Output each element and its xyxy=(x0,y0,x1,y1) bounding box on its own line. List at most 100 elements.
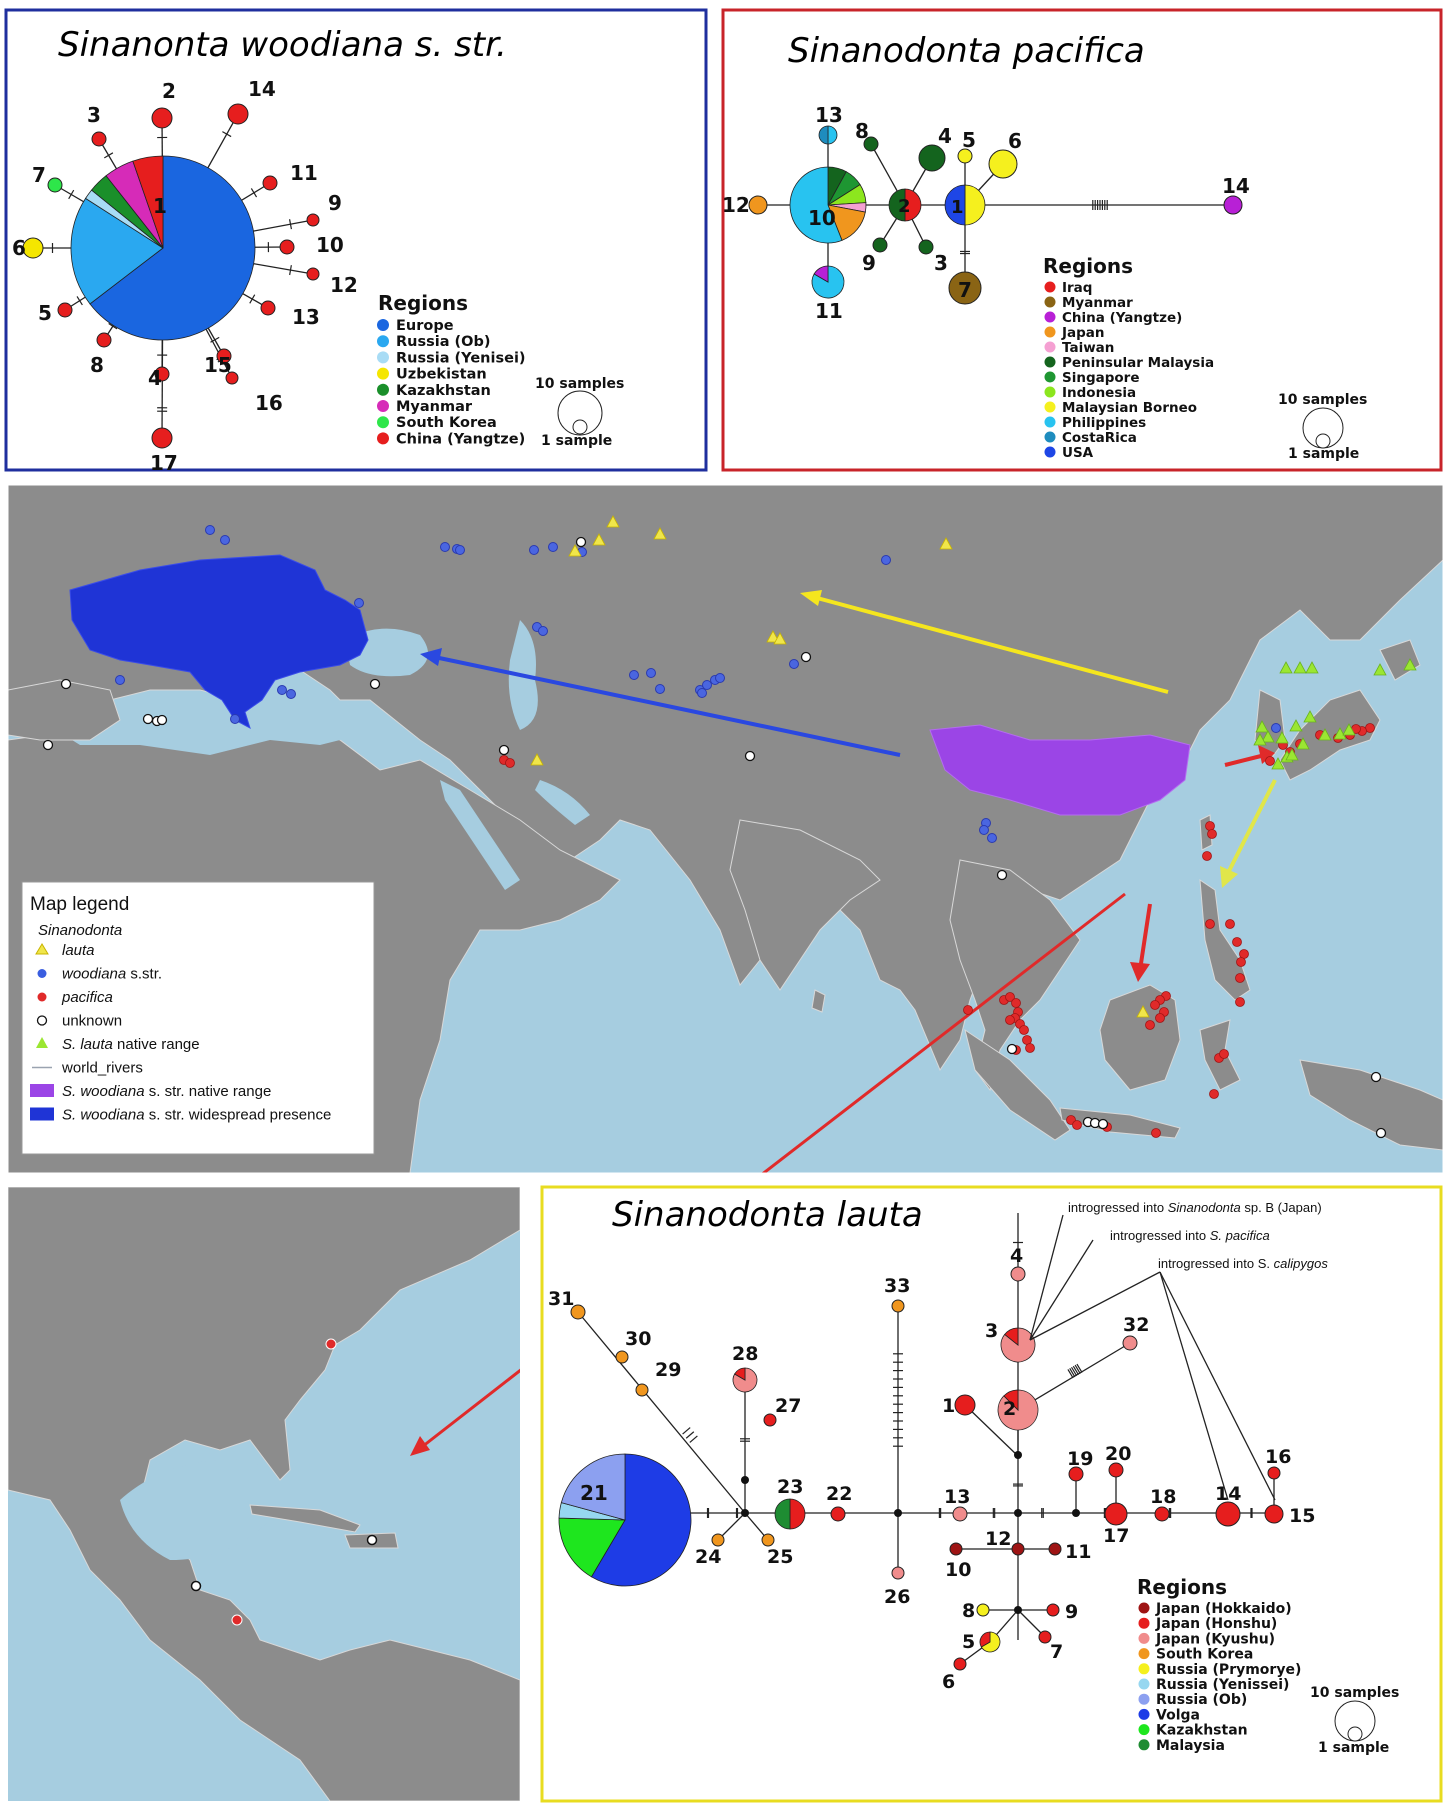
persian-gulf xyxy=(535,780,590,825)
legend-label-italic: S. lauta xyxy=(62,1036,113,1053)
region-label: Japan (Hokkaido) xyxy=(1155,1601,1292,1617)
haplotype-2-pie xyxy=(997,1389,1039,1431)
haplotype-label-7: 7 xyxy=(1050,1641,1063,1663)
region-swatch xyxy=(1138,1617,1150,1629)
woodiana-widespread-range xyxy=(69,554,369,730)
haplotype-label-15: 15 xyxy=(204,353,232,377)
woodiana-point xyxy=(715,673,725,683)
median-vector xyxy=(1072,1509,1080,1517)
sri-lanka-island xyxy=(811,989,826,1013)
region-label: Volga xyxy=(1156,1707,1200,1723)
mutation-tick xyxy=(76,296,83,306)
woodiana-point xyxy=(286,689,296,699)
note-italic: S. pacifica xyxy=(1210,1228,1270,1243)
woodiana-point xyxy=(702,680,712,690)
haplotype-13-pie-slice xyxy=(827,125,838,145)
haplotype-label-1: 1 xyxy=(942,1395,955,1417)
haplotype-16-pie-slice xyxy=(1267,1466,1281,1480)
haplotype-label-24: 24 xyxy=(695,1546,721,1568)
woodiana-point xyxy=(529,545,539,555)
pacifica-title: Sinanodonta pacifica xyxy=(788,31,1145,71)
haplotype-18-pie xyxy=(1154,1506,1170,1522)
haplotype-9-pie xyxy=(872,237,888,253)
legend-marker xyxy=(35,943,49,955)
pacifica-point xyxy=(1145,1020,1155,1030)
scale-large-circle xyxy=(557,390,603,436)
mutation-tick xyxy=(1067,1369,1074,1379)
haplotype-label-13: 13 xyxy=(292,305,320,329)
legend-label: unknown xyxy=(62,1013,122,1030)
network-edge xyxy=(964,1404,1019,1457)
haplotype-label-10: 10 xyxy=(945,1559,971,1581)
region-label: Singapore xyxy=(1062,370,1140,386)
region-label: Russia (Yenisei) xyxy=(396,350,526,366)
woodiana-point xyxy=(220,535,230,545)
scale-large-label: 10 samples xyxy=(1310,1685,1399,1701)
scale-large-label: 10 samples xyxy=(535,376,624,392)
haplotype-2-pie-slice xyxy=(1003,1389,1019,1411)
haplotype-label-8: 8 xyxy=(855,119,869,143)
legend-label-rest: s. str. native range xyxy=(145,1083,272,1100)
haplotype-label-10: 10 xyxy=(808,206,836,230)
haplotype-30-pie-slice xyxy=(615,1350,629,1364)
haplotype-25-pie-slice xyxy=(761,1533,775,1547)
haplotype-label-20: 20 xyxy=(1105,1443,1131,1465)
region-label: Japan (Honshu) xyxy=(1155,1616,1277,1632)
legend-label-italic: S. woodiana xyxy=(62,1083,145,1100)
region-label: Russia (Ob) xyxy=(1156,1692,1247,1708)
region-swatch xyxy=(1044,341,1056,353)
region-swatch xyxy=(377,432,389,445)
haplotype-label-26: 26 xyxy=(884,1586,910,1608)
woodiana-point xyxy=(115,675,125,685)
haplotype-2-pie-slice xyxy=(151,107,173,129)
haplotype-25-pie xyxy=(761,1533,775,1547)
haplotype-label-1: 1 xyxy=(153,194,167,218)
haplotype-14-pie-slice xyxy=(1215,1501,1241,1527)
lauta-point xyxy=(939,537,953,550)
lauta-native-marker xyxy=(1403,658,1417,671)
haplotype-label-25: 25 xyxy=(767,1546,793,1568)
woodiana-point xyxy=(789,659,799,669)
lauta-native-marker xyxy=(1318,728,1332,741)
haplotype-label-2: 2 xyxy=(898,196,911,217)
region-label: USA xyxy=(1062,445,1094,461)
pacifica-point xyxy=(1235,997,1245,1007)
haplotype-label-11: 11 xyxy=(1065,1541,1091,1563)
haplotype-label-17: 17 xyxy=(150,451,178,475)
haplotype-6-pie xyxy=(22,237,44,259)
legend-label-italic: S. woodiana xyxy=(62,1107,145,1124)
haplotype-label-22: 22 xyxy=(826,1483,852,1505)
haplotype-label-6: 6 xyxy=(12,236,26,260)
haplotype-3-pie-slice xyxy=(918,239,934,255)
haplotype-17-pie xyxy=(151,427,173,449)
map-legend: Map legend Sinanodonta lauta woodiana s.s… xyxy=(21,881,375,1155)
region-label: South Korea xyxy=(1156,1647,1253,1663)
scale-small-label: 1 sample xyxy=(1288,446,1359,462)
haplotype-5-pie-slice xyxy=(979,1631,991,1648)
haplotype-1-pie-slice xyxy=(70,197,164,305)
haplotype-32-pie xyxy=(1122,1335,1138,1351)
pacifica-point xyxy=(963,1005,973,1015)
haplotype-label-12: 12 xyxy=(330,273,358,297)
lauta-panel: Sinanodonta lauta introgressed into Sina… xyxy=(540,1185,1443,1803)
lauta-native-marker xyxy=(1305,661,1319,674)
region-swatch xyxy=(377,383,389,396)
lauta-native-marker xyxy=(1285,748,1299,761)
haplotype-5-pie xyxy=(979,1631,1001,1653)
haplotype-15-pie-slice xyxy=(1264,1504,1284,1524)
note-prefix: introgressed into xyxy=(1110,1228,1210,1243)
introgression-notes: introgressed into Sinanodonta sp. B (Jap… xyxy=(1068,1200,1328,1271)
woodiana-point xyxy=(230,714,240,724)
haplotype-label-8: 8 xyxy=(90,353,104,377)
haplotype-1-pie-slice xyxy=(954,1394,976,1416)
median-vector xyxy=(1014,1451,1022,1459)
lauta-native-marker xyxy=(1293,661,1307,674)
haplotype-11-pie xyxy=(811,265,845,299)
haplotype-label-4: 4 xyxy=(148,366,162,390)
introgression-note: introgressed into Sinanodonta sp. B (Jap… xyxy=(1068,1200,1322,1215)
haplotype-4-pie-slice xyxy=(918,144,946,172)
mutation-tick xyxy=(1069,1368,1076,1378)
haplotype-label-2: 2 xyxy=(1003,1398,1016,1420)
haplotype-8-pie xyxy=(976,1603,990,1617)
